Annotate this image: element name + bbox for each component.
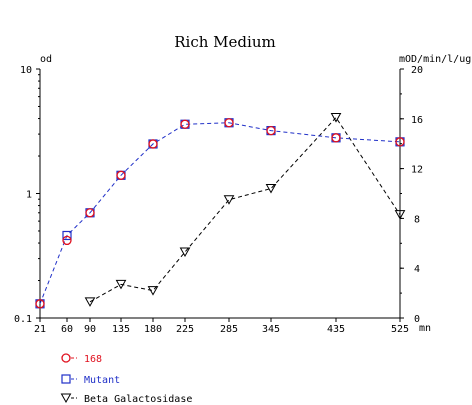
legend-item: Mutant [61,374,120,386]
series-line-beta-galactosidase [89,116,401,303]
data-point-168 [85,208,95,218]
left-axis-label: od [40,54,52,65]
x-tick-label: 345 [262,324,280,335]
legend-label: Beta Galactosidase [84,394,192,405]
chart-title: Rich Medium [174,33,275,51]
data-point-mutant [62,230,72,241]
right-tick-label: 20 [411,65,423,76]
x-tick-label: 135 [112,324,130,335]
data-point-beta-galactosidase [330,113,342,123]
x-tick-label: 525 [391,324,409,335]
series-lines [39,116,401,304]
data-point-168 [62,235,72,246]
data-point-beta-galactosidase [394,210,406,220]
x-tick-label: 90 [84,324,96,335]
data-point-beta-galactosidase [265,184,277,194]
data-point-168 [116,170,126,180]
series-markers [35,113,406,309]
left-tick-label: 10 [20,65,32,76]
right-tick-label: 0 [414,314,420,325]
data-point-168 [331,133,341,143]
data-point-beta-galactosidase [84,297,96,307]
legend-marker [61,374,71,384]
legend-item: 168 [61,353,102,365]
x-tick-label: 285 [220,324,238,335]
data-point-168 [395,137,405,147]
data-point-168 [266,125,276,136]
legend: 168 Mutant Beta Galactosidase [60,353,192,405]
right-tick-label: 8 [414,214,420,225]
right-axis-label: mOD/min/l/ug [399,54,471,65]
legend-marker [61,353,71,363]
series-line-mutant [39,122,401,304]
data-point-beta-galactosidase [147,286,159,296]
data-point-168 [148,139,158,149]
x-tick-label: 225 [176,324,194,335]
legend-label: 168 [84,354,102,365]
data-point-beta-galactosidase [179,247,191,258]
axis-ticks: 21 60 90 135 180 225 285 345 435 525 10 1 0.1 20 16 12 8… [14,65,423,335]
legend-item: Beta Galactosidase [60,393,192,405]
data-point-beta-galactosidase [223,195,235,205]
right-tick-label: 4 [414,264,420,275]
data-point-168 [180,119,190,129]
x-tick-label: 21 [34,324,46,335]
x-tick-label: 435 [327,324,345,335]
x-axis-unit: mn [419,323,431,334]
right-tick-label: 12 [411,165,423,176]
x-tick-label: 60 [61,324,73,335]
x-tick-label: 180 [144,324,162,335]
right-tick-label: 16 [411,115,423,126]
data-point-168 [224,118,234,128]
legend-marker [60,393,72,404]
data-point-beta-galactosidase [115,279,127,290]
left-tick-label: 0.1 [14,314,32,325]
legend-label: Mutant [84,375,120,386]
data-point-168 [35,299,45,309]
left-tick-label: 1 [26,190,32,201]
